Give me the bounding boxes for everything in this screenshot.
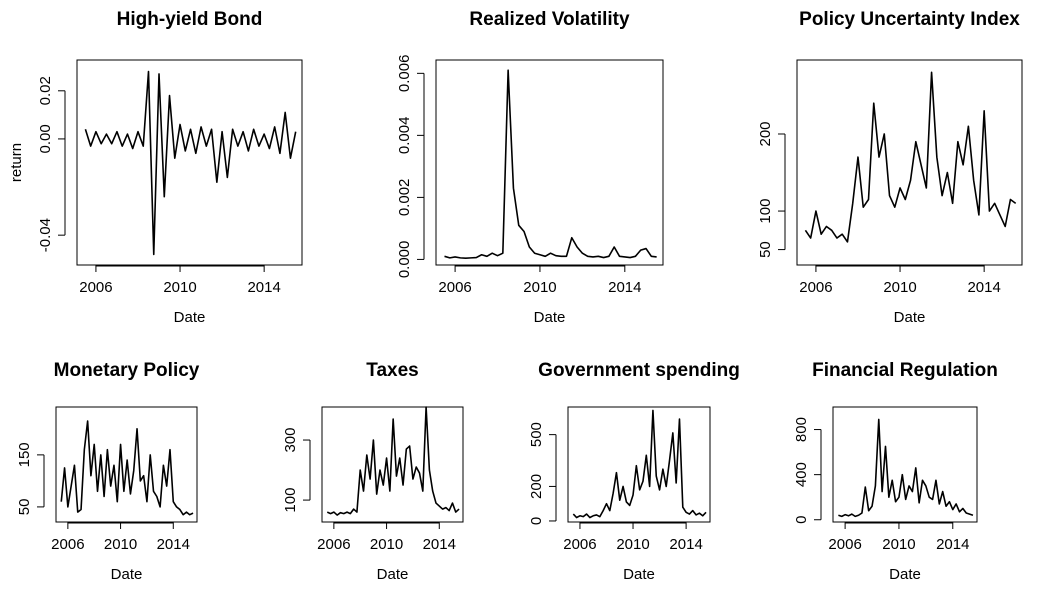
x-axis-label: Date [174, 309, 206, 326]
x-tick-label: 2014 [608, 279, 641, 296]
y-tick-label: -0.04 [37, 218, 54, 252]
series-line [444, 69, 657, 259]
x-axis-label: Date [889, 566, 921, 583]
y-tick-label: 50 [757, 241, 774, 258]
series-line [326, 406, 460, 516]
y-tick-label: 0.006 [396, 55, 413, 93]
x-axis-label: Date [377, 566, 409, 583]
series-line [84, 70, 297, 256]
y-tick-label: 300 [282, 428, 299, 453]
panel-title: Monetary Policy [54, 360, 200, 381]
plot-box [321, 406, 464, 523]
series-line [572, 409, 707, 519]
panel-title: Taxes [366, 360, 418, 381]
x-axis-label: Date [534, 309, 566, 326]
series-line [60, 420, 194, 516]
plot-box [567, 406, 711, 523]
panel-title: Realized Volatility [469, 9, 630, 30]
x-tick-label: 2010 [882, 536, 915, 553]
x-tick-label: 2010 [883, 279, 916, 296]
y-tick-label: 0.000 [396, 241, 413, 279]
y-tick-label: 0.02 [37, 76, 54, 105]
y-tick-label: 500 [528, 422, 545, 447]
x-tick-label: 2014 [157, 536, 190, 553]
x-tick-label: 2010 [163, 279, 196, 296]
x-tick-label: 2014 [247, 279, 280, 296]
y-axis-label: return [8, 143, 25, 182]
y-tick-label: 0 [528, 517, 545, 525]
y-tick-label: 400 [793, 462, 810, 487]
panel-title: Policy Uncertainty Index [799, 9, 1020, 30]
x-tick-label: 2006 [563, 536, 596, 553]
y-tick-label: 0.00 [37, 124, 54, 153]
y-tick-label: 200 [528, 474, 545, 499]
x-axis-label: Date [894, 309, 926, 326]
x-tick-label: 2014 [936, 536, 969, 553]
x-tick-label: 2010 [104, 536, 137, 553]
x-tick-label: 2006 [317, 536, 350, 553]
series-line [838, 418, 974, 518]
y-tick-label: 0.002 [396, 179, 413, 217]
y-tick-label: 150 [16, 442, 33, 467]
panel-title: High-yield Bond [117, 9, 263, 30]
x-tick-label: 2014 [423, 536, 456, 553]
y-tick-label: 50 [16, 499, 33, 516]
plot-box [76, 59, 303, 266]
x-tick-label: 2006 [799, 279, 832, 296]
x-tick-label: 2006 [79, 279, 112, 296]
plot-box [832, 406, 978, 523]
x-tick-label: 2010 [370, 536, 403, 553]
y-tick-label: 800 [793, 417, 810, 442]
series-line [804, 71, 1017, 243]
x-axis-label: Date [111, 566, 143, 583]
panel-title: Government spending [538, 360, 740, 381]
x-tick-label: 2006 [828, 536, 861, 553]
plot-box [55, 406, 198, 523]
y-tick-label: 0 [793, 516, 810, 524]
x-tick-label: 2010 [616, 536, 649, 553]
x-tick-label: 2014 [967, 279, 1000, 296]
x-tick-label: 2010 [523, 279, 556, 296]
y-tick-label: 100 [282, 488, 299, 513]
y-tick-label: 0.004 [396, 117, 413, 155]
x-axis-label: Date [623, 566, 655, 583]
y-tick-label: 200 [757, 121, 774, 146]
x-tick-label: 2006 [438, 279, 471, 296]
y-tick-label: 100 [757, 199, 774, 224]
panel-title: Financial Regulation [812, 360, 998, 381]
x-tick-label: 2006 [51, 536, 84, 553]
plot-box [435, 59, 664, 266]
plot-box [796, 59, 1023, 266]
x-tick-label: 2014 [669, 536, 702, 553]
